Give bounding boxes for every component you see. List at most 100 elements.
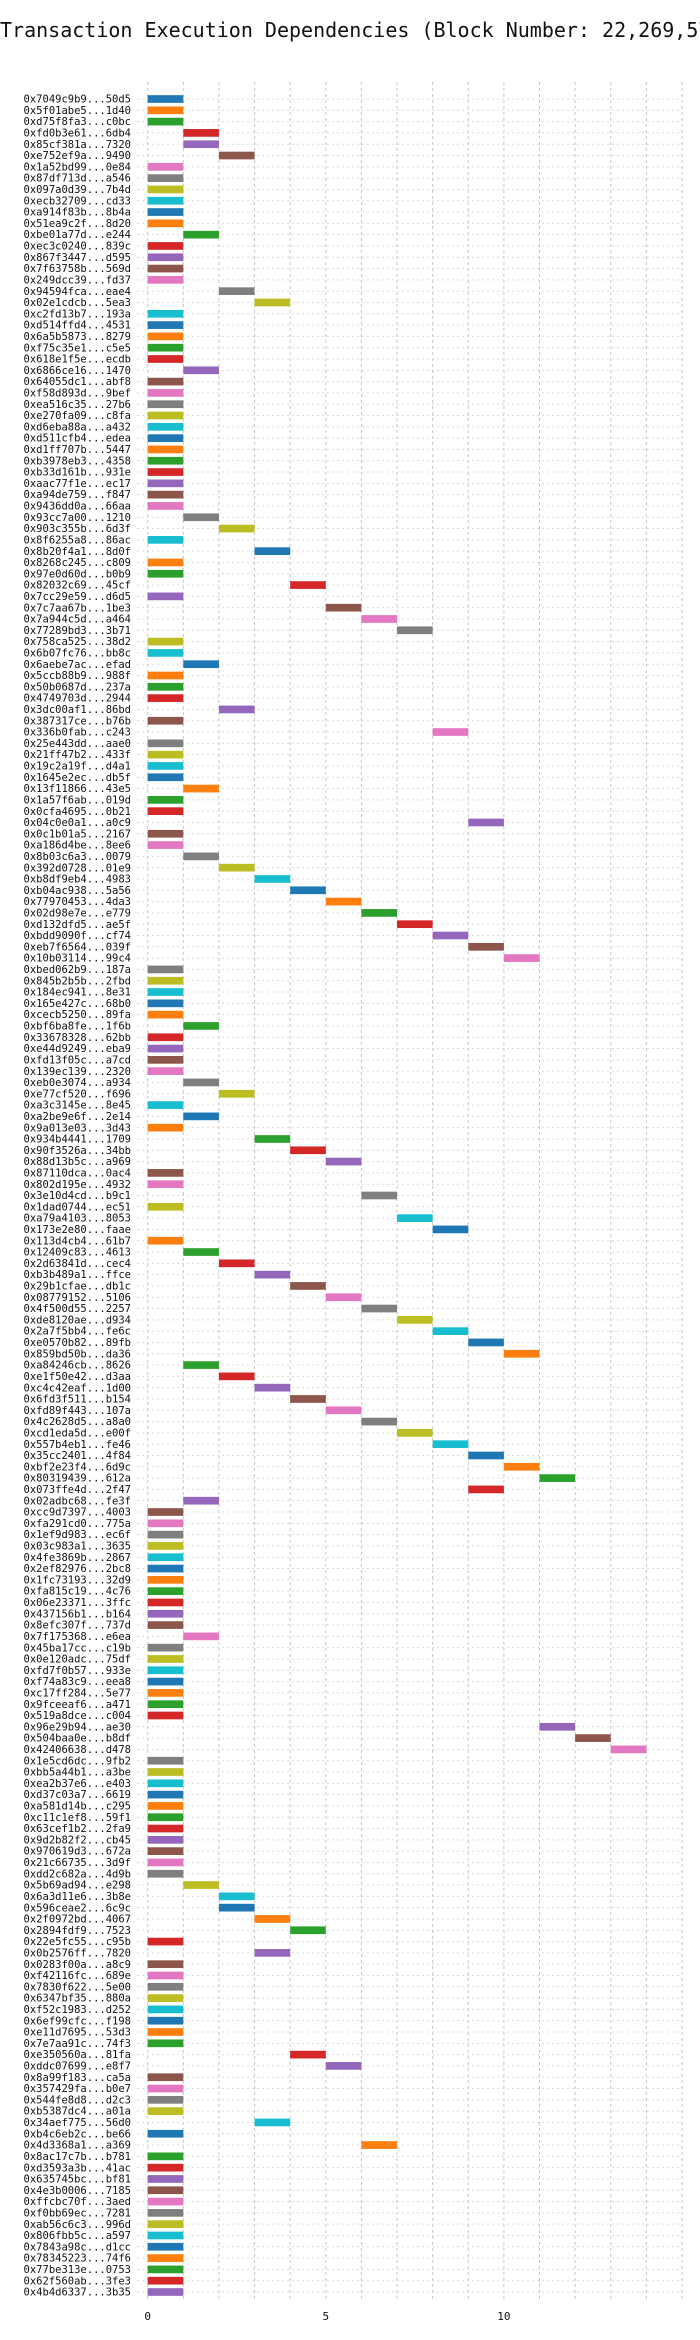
y-tick-label: 0x64055dc1...abf8 — [24, 376, 131, 388]
y-tick-label: 0x3dc00af1...86bd — [24, 704, 131, 716]
y-tick-label: 0xf42116fc...689e — [24, 1970, 131, 1982]
transaction-bar — [147, 694, 184, 702]
y-tick-label: 0xfd7f0b57...933e — [24, 1665, 131, 1677]
transaction-bar — [218, 1903, 255, 1912]
transaction-bar — [183, 784, 219, 793]
transaction-bar — [147, 434, 184, 442]
transaction-bar — [147, 1621, 184, 1629]
transaction-bar — [147, 796, 184, 804]
transaction-bar — [254, 1270, 291, 1279]
y-tick-label: 0xd132dfd5...ae5f — [24, 919, 131, 931]
y-tick-label: 0x4c2628d5...a8a0 — [24, 1416, 131, 1428]
transaction-bar — [147, 1835, 184, 1844]
y-tick-label: 0xfd89f443...107a — [24, 1405, 131, 1417]
transaction-bar — [147, 739, 184, 748]
y-tick-label: 0x51ea9c2f...8d20 — [24, 218, 131, 230]
transaction-bar — [147, 773, 184, 782]
y-tick-label: 0x97e0d60d...b0b9 — [24, 568, 131, 580]
y-tick-label: 0x9fceeaf6...a471 — [24, 1699, 131, 1711]
transaction-bar — [610, 1745, 647, 1754]
transaction-bar — [147, 1044, 184, 1053]
y-tick-label: 0x0b2576ff...7820 — [24, 1947, 131, 1959]
y-tick-label: 0x50b0687d...237a — [24, 681, 131, 693]
transaction-bar — [183, 1112, 219, 1121]
y-tick-label: 0xbf2e23f4...6d9c — [24, 1461, 131, 1473]
y-tick-label: 0x097a0d39...7b4d — [24, 184, 131, 196]
y-tick-label: 0x04c0e0a1...a0c9 — [24, 817, 131, 829]
y-tick-label: 0xb8df9eb4...4983 — [24, 874, 131, 886]
y-tick-label: 0x4749703d...2944 — [24, 693, 131, 705]
y-tick-label: 0x45ba17cc...c19b — [24, 1642, 131, 1654]
transaction-bar — [539, 1722, 576, 1731]
transaction-bar — [147, 174, 184, 182]
y-tick-label: 0x4fe3869b...2867 — [24, 1552, 131, 1564]
y-tick-label: 0x88d13b5c...a969 — [24, 1156, 131, 1168]
y-tick-label: 0xbed062b9...187a — [24, 964, 131, 976]
transaction-bar — [183, 1881, 219, 1889]
y-tick-label: 0xe752ef9a...9490 — [24, 150, 131, 162]
y-tick-label: 0xcd1eda5d...e00f — [24, 1427, 131, 1439]
y-tick-label: 0x19c2a19f...d4a1 — [24, 761, 131, 773]
y-tick-label: 0x867f3447...d595 — [24, 252, 131, 264]
y-tick-label: 0x63cef1b2...2fa9 — [24, 1823, 131, 1835]
y-tick-label: 0x6fd3f511...b154 — [24, 1394, 131, 1406]
y-tick-label: 0xe44d9249...eba9 — [24, 1043, 131, 1055]
transaction-bar — [503, 1349, 540, 1358]
y-tick-label: 0x77970453...4da3 — [24, 896, 131, 908]
transaction-bar — [147, 988, 184, 996]
y-tick-label: 0xa914f83b...8b4a — [24, 207, 131, 219]
y-tick-label: 0x8efc307f...737d — [24, 1620, 131, 1632]
transaction-bar — [147, 95, 184, 103]
y-tick-label: 0x7f63758b...569d — [24, 263, 131, 275]
transaction-bar — [468, 1338, 504, 1347]
transaction-bar — [147, 1666, 184, 1675]
y-tick-label: 0x87df713d...a546 — [24, 173, 131, 185]
transaction-bar — [147, 2095, 184, 2104]
y-tick-label: 0x3e10d4cd...b9c1 — [24, 1190, 131, 1202]
transaction-bar — [147, 558, 184, 567]
y-tick-label: 0xd6eba88a...a432 — [24, 421, 131, 433]
transaction-bar — [147, 536, 184, 544]
y-tick-label: 0xcc9d7397...4003 — [24, 1507, 131, 1519]
y-tick-label: 0x249dcc39...fd37 — [24, 274, 131, 286]
transaction-bar — [147, 1994, 184, 2002]
transaction-bar — [361, 1304, 398, 1313]
transaction-bar — [147, 1677, 184, 1686]
transaction-bar — [147, 750, 184, 759]
transaction-bar — [361, 2141, 398, 2149]
transaction-bar — [183, 230, 219, 239]
y-tick-label: 0x8268c245...c809 — [24, 557, 131, 569]
transaction-bar — [183, 660, 219, 669]
transaction-bar — [147, 1982, 184, 1991]
grid — [137, 82, 683, 2300]
y-tick-label: 0x62f560ab...3fe3 — [24, 2275, 131, 2287]
y-tick-label: 0xc2fd13b7...193a — [24, 308, 131, 320]
y-tick-label: 0x8f6255a8...86ac — [24, 534, 131, 546]
transaction-bar — [147, 479, 184, 488]
transaction-bar — [290, 2050, 326, 2059]
y-tick-label: 0x0e120adc...75df — [24, 1654, 131, 1666]
y-tick-label: 0x35cc2401...4f84 — [24, 1450, 131, 1462]
transaction-bar — [147, 332, 184, 341]
y-tick-label: 0x2894fdf9...7523 — [24, 1925, 131, 1937]
y-tick-label: 0xb04ac938...5a56 — [24, 885, 131, 897]
transaction-bar — [147, 999, 184, 1008]
y-tick-label: 0xc4c42eaf...1d00 — [24, 1382, 131, 1394]
y-tick-label: 0xeb0e3074...a934 — [24, 1077, 131, 1089]
y-tick-label: 0xa581d14b...c295 — [24, 1801, 131, 1813]
transaction-bar — [290, 1926, 326, 1935]
transaction-bar — [147, 1067, 184, 1075]
transaction-bar — [290, 1146, 326, 1155]
transaction-bar — [183, 1632, 219, 1641]
y-tick-label: 0xecb32709...cd33 — [24, 195, 131, 207]
transaction-bar — [147, 2254, 184, 2262]
transaction-bar — [254, 875, 291, 883]
transaction-bar — [147, 2163, 184, 2172]
y-tick-label: 0xfa291cd0...775a — [24, 1518, 131, 1530]
transaction-bar — [147, 592, 184, 601]
transaction-bar — [147, 1202, 184, 1211]
y-tick-label: 0xffcbc70f...3aed — [24, 2196, 131, 2208]
transaction-bar — [468, 1451, 504, 1460]
transaction-bar — [147, 400, 184, 409]
transaction-bar — [147, 2265, 184, 2274]
